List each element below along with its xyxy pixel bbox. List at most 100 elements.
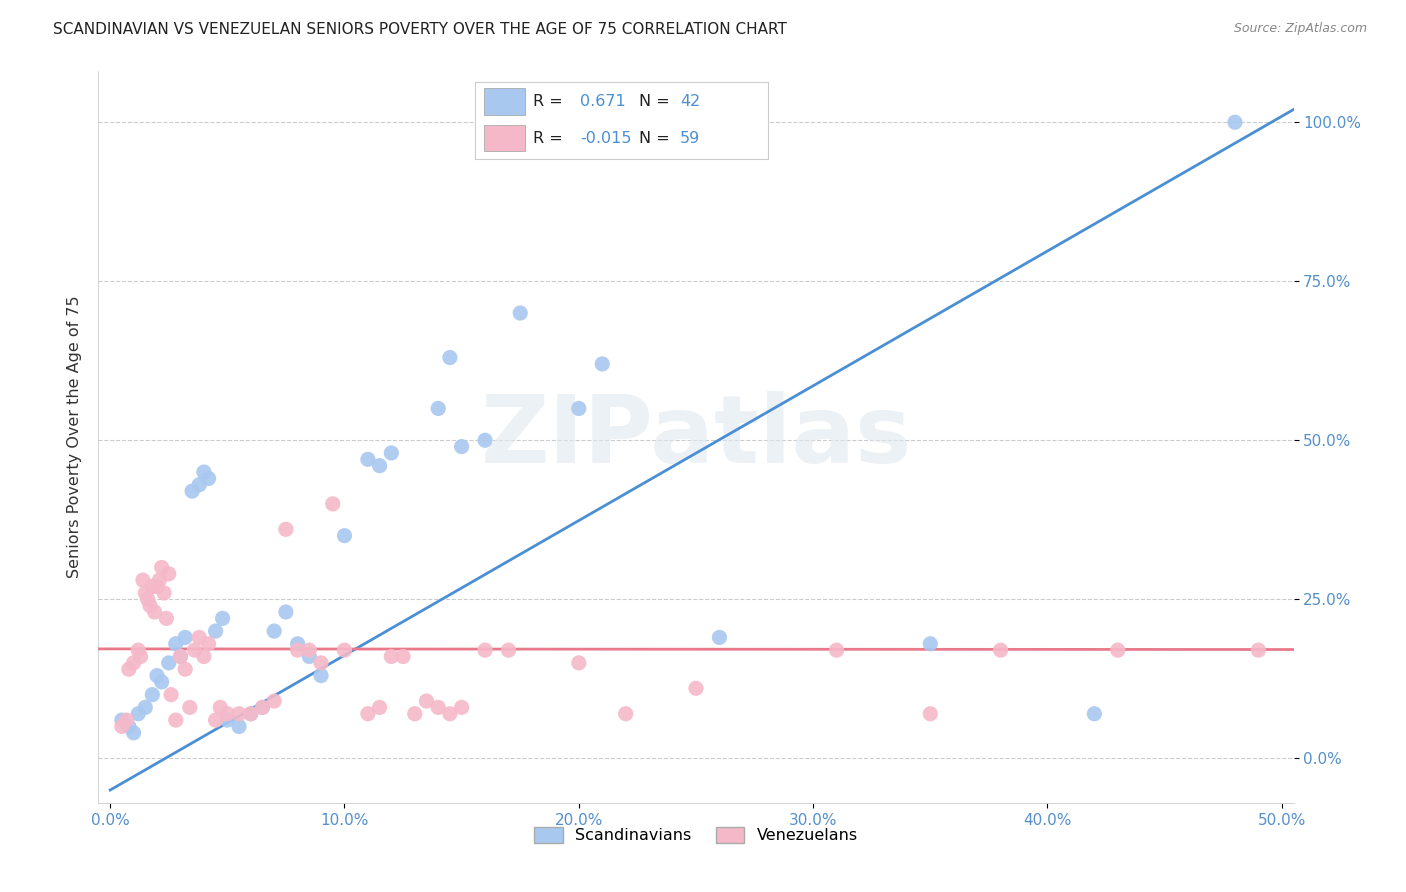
Point <box>141 688 163 702</box>
Point <box>920 706 942 721</box>
Point <box>153 586 176 600</box>
Point <box>427 401 450 416</box>
Text: ZIPatlas: ZIPatlas <box>481 391 911 483</box>
Point <box>368 458 391 473</box>
Point <box>157 566 180 581</box>
Point <box>204 713 226 727</box>
Point <box>129 649 152 664</box>
Point <box>165 637 187 651</box>
Point <box>183 643 205 657</box>
Point <box>509 306 531 320</box>
Point <box>450 440 472 454</box>
Point <box>169 649 191 664</box>
Point <box>392 649 415 664</box>
Point <box>211 611 233 625</box>
Point <box>169 649 191 664</box>
Point <box>148 573 170 587</box>
Point <box>143 605 166 619</box>
Point <box>427 700 450 714</box>
Point <box>127 643 149 657</box>
Point <box>1223 115 1246 129</box>
Point <box>298 649 321 664</box>
Point <box>990 643 1012 657</box>
Point <box>498 643 520 657</box>
Point <box>825 643 848 657</box>
Point <box>404 706 426 721</box>
Point <box>136 592 159 607</box>
Point <box>450 700 472 714</box>
Point <box>193 465 215 479</box>
Point <box>132 573 155 587</box>
Point <box>228 706 250 721</box>
Point <box>217 706 239 721</box>
Point <box>122 656 145 670</box>
Point <box>252 700 274 714</box>
Point <box>333 643 356 657</box>
Point <box>217 713 239 727</box>
Point <box>474 643 496 657</box>
Point <box>1107 643 1129 657</box>
Point <box>439 706 461 721</box>
Point <box>141 580 163 594</box>
Point <box>209 700 232 714</box>
Point <box>115 713 138 727</box>
Point <box>165 713 187 727</box>
Point <box>415 694 437 708</box>
Point <box>568 401 591 416</box>
Point <box>568 656 591 670</box>
Point <box>439 351 461 365</box>
Point <box>380 649 402 664</box>
Point <box>118 662 141 676</box>
Point <box>263 624 285 638</box>
Point <box>174 631 197 645</box>
Point <box>263 694 285 708</box>
Point <box>685 681 707 696</box>
Point <box>127 706 149 721</box>
Point <box>239 706 262 721</box>
Point <box>1247 643 1270 657</box>
Point <box>380 446 402 460</box>
Point <box>111 719 134 733</box>
Y-axis label: Seniors Poverty Over the Age of 75: Seniors Poverty Over the Age of 75 <box>66 296 82 578</box>
Point <box>368 700 391 714</box>
Point <box>139 599 162 613</box>
Point <box>150 560 173 574</box>
Point <box>309 656 332 670</box>
Point <box>188 631 211 645</box>
Point <box>122 726 145 740</box>
Point <box>193 649 215 664</box>
Point <box>146 580 169 594</box>
Point <box>709 631 731 645</box>
Point <box>228 719 250 733</box>
Point <box>155 611 177 625</box>
Point <box>474 434 496 448</box>
Point <box>274 605 297 619</box>
Point <box>287 637 309 651</box>
Point <box>160 688 183 702</box>
Point <box>134 586 156 600</box>
Legend: Scandinavians, Venezuelans: Scandinavians, Venezuelans <box>527 821 865 850</box>
Point <box>118 719 141 733</box>
Point <box>298 643 321 657</box>
Point <box>357 452 380 467</box>
Point <box>252 700 274 714</box>
Text: Source: ZipAtlas.com: Source: ZipAtlas.com <box>1233 22 1367 36</box>
Point <box>274 522 297 536</box>
Point <box>357 706 380 721</box>
Point <box>204 624 226 638</box>
Text: SCANDINAVIAN VS VENEZUELAN SENIORS POVERTY OVER THE AGE OF 75 CORRELATION CHART: SCANDINAVIAN VS VENEZUELAN SENIORS POVER… <box>53 22 787 37</box>
Point <box>181 484 204 499</box>
Point <box>174 662 197 676</box>
Point <box>287 643 309 657</box>
Point <box>309 668 332 682</box>
Point <box>197 471 219 485</box>
Point <box>157 656 180 670</box>
Point <box>179 700 201 714</box>
Point <box>150 675 173 690</box>
Point <box>333 529 356 543</box>
Point <box>614 706 637 721</box>
Point <box>239 706 262 721</box>
Point <box>920 637 942 651</box>
Point <box>322 497 344 511</box>
Point <box>1083 706 1105 721</box>
